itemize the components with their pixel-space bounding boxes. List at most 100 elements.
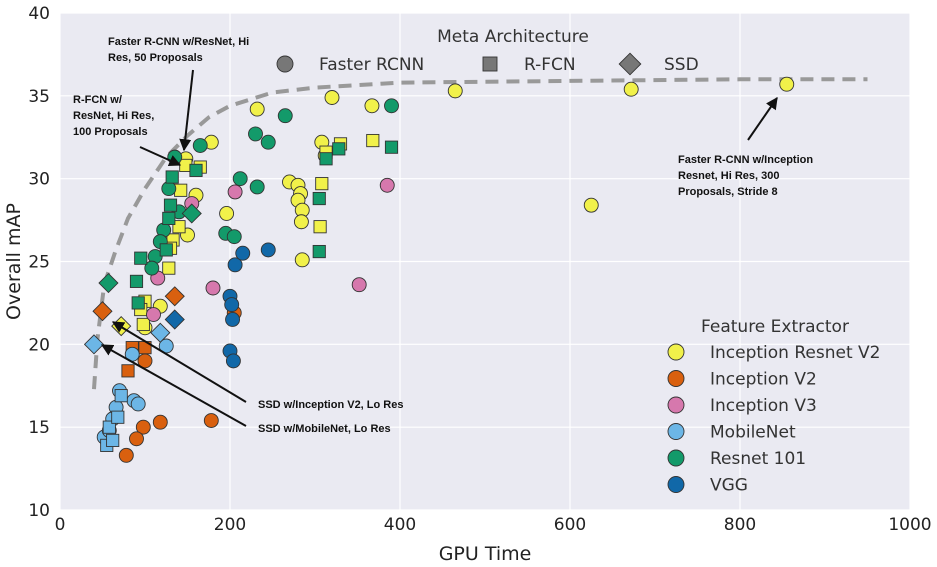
annotation-arrow xyxy=(111,321,247,403)
legend-fe-title: Feature Extractor xyxy=(701,317,849,337)
legend-meta-label: SSD xyxy=(664,55,699,75)
x-tick-label: 1000 xyxy=(888,515,931,535)
point-resnet-101-faster-rcnn xyxy=(144,260,160,276)
legend-fe-marker-mobilenet xyxy=(667,423,685,440)
point-vgg-faster-rcnn xyxy=(227,257,243,273)
point-inception-v2-faster-rcnn xyxy=(135,419,151,435)
point-inception-v3-faster-rcnn xyxy=(351,277,367,293)
tick-labels: 0 200 400 600 800 1000 10 15 20 25 30 35 40 xyxy=(28,4,931,535)
point-resnet-101-r-fcn xyxy=(165,170,179,184)
point-resnet-101-faster-rcnn xyxy=(226,229,242,245)
legend-meta-marker-r-fcn xyxy=(482,56,498,72)
point-inception-resnet-v2-r-fcn xyxy=(136,317,150,332)
point-inception-resnet-v2-faster-rcnn xyxy=(623,81,639,97)
legend-fe-label: Inception Resnet V2 xyxy=(710,343,880,363)
legend-meta-title: Meta Architecture xyxy=(437,27,589,47)
point-mobilenet-faster-rcnn xyxy=(130,396,146,412)
point-inception-v3-faster-rcnn xyxy=(227,184,243,200)
point-resnet-101-faster-rcnn xyxy=(277,108,293,124)
point-resnet-101-ssd xyxy=(98,272,119,294)
point-inception-resnet-v2-faster-rcnn xyxy=(583,197,599,213)
x-tick-label: 600 xyxy=(554,515,586,535)
point-inception-resnet-v2-r-fcn xyxy=(174,183,188,197)
legend-fe-label: VGG xyxy=(710,476,748,496)
point-resnet-101-faster-rcnn xyxy=(192,138,208,153)
point-inception-resnet-v2-r-fcn xyxy=(315,177,329,191)
point-inception-v2-faster-rcnn xyxy=(203,413,219,428)
point-mobilenet-r-fcn xyxy=(114,389,128,403)
legend-meta-marker-faster-rcnn xyxy=(276,55,294,73)
point-vgg-ssd xyxy=(164,309,185,330)
annotation-arrow xyxy=(179,69,194,152)
point-resnet-101-faster-rcnn xyxy=(260,134,276,150)
y-axis-label: Overall mAP xyxy=(3,203,25,320)
point-inception-v2-faster-rcnn xyxy=(152,414,168,430)
point-resnet-101-faster-rcnn xyxy=(161,181,177,197)
point-mobilenet-r-fcn xyxy=(102,420,116,434)
annotation-arrow xyxy=(100,344,247,427)
point-mobilenet-r-fcn xyxy=(111,410,125,424)
point-vgg-faster-rcnn xyxy=(235,245,251,261)
point-resnet-101-r-fcn xyxy=(312,244,326,259)
point-resnet-101-r-fcn xyxy=(131,296,145,310)
x-tick-label: 800 xyxy=(724,515,756,535)
point-inception-v3-faster-rcnn xyxy=(205,280,221,296)
point-inception-v2-faster-rcnn xyxy=(129,431,144,447)
annotation-text: SSD w/Inception V2, Lo Res xyxy=(258,399,403,411)
legend-fe-marker-inception-v3 xyxy=(667,396,685,414)
point-resnet-101-r-fcn xyxy=(189,163,203,177)
point-inception-v2-ssd xyxy=(92,301,113,322)
point-vgg-faster-rcnn xyxy=(225,353,241,369)
annotation-text: R-FCN w/ResNet, Hi Res, 100 Proposals xyxy=(73,94,154,138)
point-resnet-101-r-fcn xyxy=(134,251,148,265)
point-inception-v2-ssd xyxy=(164,286,185,307)
point-mobilenet-ssd xyxy=(83,334,105,355)
y-tick-label: 40 xyxy=(28,4,50,24)
annotation-arrow xyxy=(747,97,778,141)
legend-meta-label: Faster RCNN xyxy=(319,55,424,75)
legend-fe-label: Inception V3 xyxy=(710,396,817,416)
y-tick-label: 35 xyxy=(28,87,50,107)
point-inception-v2-faster-rcnn xyxy=(118,447,134,463)
point-inception-resnet-v2-faster-rcnn xyxy=(293,214,309,230)
point-resnet-101-r-fcn xyxy=(312,191,326,206)
point-resnet-101-r-fcn xyxy=(319,152,333,166)
point-vgg-faster-rcnn xyxy=(260,242,276,258)
point-resnet-101-r-fcn xyxy=(162,211,176,226)
y-tick-label: 30 xyxy=(28,170,50,190)
point-resnet-101-r-fcn xyxy=(332,142,346,156)
point-inception-v2-r-fcn xyxy=(121,364,135,378)
point-resnet-101-r-fcn xyxy=(159,243,173,257)
point-resnet-101-faster-rcnn xyxy=(232,171,248,187)
point-inception-resnet-v2-r-fcn xyxy=(366,133,380,148)
point-inception-resnet-v2-faster-rcnn xyxy=(249,101,265,117)
legend-fe-label: Inception V2 xyxy=(710,370,817,390)
legend-fe-marker-vgg xyxy=(667,476,685,493)
point-inception-resnet-v2-faster-rcnn xyxy=(364,98,380,114)
point-vgg-faster-rcnn xyxy=(224,297,240,313)
annotation-text: Faster R-CNN w/Inception Resnet, Hi Res, … xyxy=(678,154,813,198)
x-tick-label: 400 xyxy=(384,515,416,535)
point-inception-resnet-v2-faster-rcnn xyxy=(324,90,340,105)
legend-fe-label: MobileNet xyxy=(710,423,796,443)
legend-meta-marker-ssd xyxy=(618,52,642,76)
annotation-text: SSD w/MobileNet, Lo Res xyxy=(258,423,391,435)
point-mobilenet-r-fcn xyxy=(106,433,120,447)
point-resnet-101-faster-rcnn xyxy=(248,126,263,142)
legend-fe-marker-resnet-101 xyxy=(667,449,685,467)
y-tick-label: 25 xyxy=(28,253,50,273)
annotation-text: Faster R-CNN w/ResNet, Hi Res, 50 Proposa… xyxy=(108,36,249,64)
point-inception-resnet-v2-r-fcn xyxy=(172,220,186,234)
point-resnet-101-r-fcn xyxy=(384,140,399,154)
legend-fe-label: Resnet 101 xyxy=(710,449,806,469)
x-axis-label: GPU Time xyxy=(439,543,532,565)
point-mobilenet-ssd xyxy=(150,322,171,343)
point-inception-resnet-v2-faster-rcnn xyxy=(447,83,463,99)
y-tick-label: 20 xyxy=(28,335,50,355)
point-inception-resnet-v2-faster-rcnn xyxy=(294,252,310,268)
point-inception-resnet-v2-faster-rcnn xyxy=(779,76,795,92)
legend-meta-label: R-FCN xyxy=(524,55,576,75)
legend-feature-extractor: Feature Extractor Inception Resnet V2 Ince… xyxy=(667,317,880,496)
point-resnet-101-ssd xyxy=(181,203,202,224)
